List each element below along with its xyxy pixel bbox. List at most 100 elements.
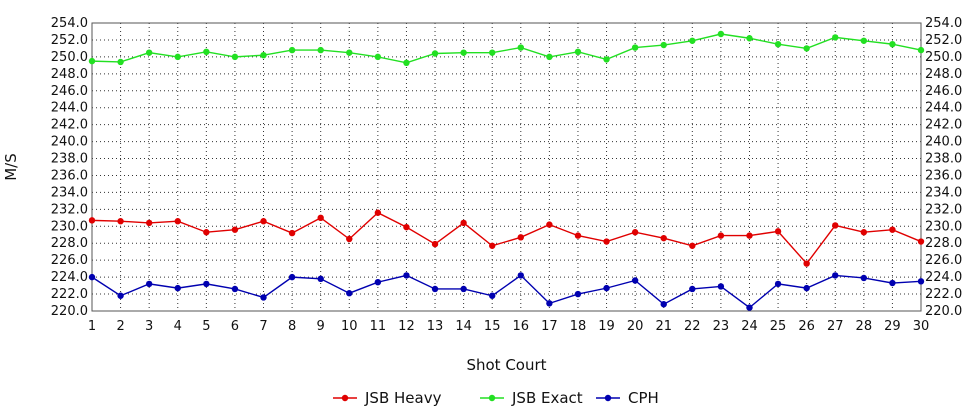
y-tick-label-left: 222.0 [51,287,88,302]
grid [91,22,922,312]
data-point [746,232,753,239]
data-point [860,274,868,282]
data-point [746,304,753,311]
data-point [431,285,439,293]
y-axis-title: M/S [2,153,20,181]
data-point [374,53,382,61]
data-point [88,217,96,224]
x-tick-label: 1 [88,319,96,334]
data-point [431,50,439,57]
data-point [574,48,582,55]
data-point [832,34,839,41]
data-point [746,35,753,42]
data-point [832,222,839,229]
data-point [288,229,296,237]
data-point [117,218,124,225]
data-point [689,285,696,293]
data-point [546,53,553,61]
data-point [546,221,553,228]
data-point [460,219,467,227]
y-tick-label-left: 234.0 [51,185,88,200]
data-point [689,242,696,249]
data-point [660,301,667,308]
y-tick-label-right: 250.0 [925,50,962,65]
y-tick-label-right: 240.0 [925,135,962,150]
data-point [917,238,925,245]
data-point [660,41,667,49]
x-tick-label: 4 [174,319,182,334]
data-point [860,37,868,44]
x-tick-label: 7 [259,319,267,334]
data-point [145,219,153,227]
y-tick-label-left: 228.0 [51,236,88,251]
x-tick-label: 5 [202,319,210,334]
data-point [574,290,582,298]
x-tick-label: 2 [116,319,124,334]
x-tick-label: 14 [455,319,472,334]
legend: JSB Heavy JSB Exact CPH [333,389,659,407]
data-point [317,46,324,54]
data-point [117,292,124,299]
x-tick-label: 8 [288,319,296,334]
y-tick-label-left: 252.0 [51,33,88,48]
data-point [288,273,296,281]
x-tick-label: 18 [570,319,587,334]
x-tick-label: 19 [598,319,615,334]
y-tick-label-left: 230.0 [51,219,88,234]
legend-label: CPH [628,389,659,407]
data-point [717,232,725,239]
data-point [832,272,839,279]
data-point [631,277,639,284]
data-point [174,53,181,61]
data-point [517,234,524,241]
data-point [346,290,353,297]
series [88,30,925,311]
x-tick-label: 9 [317,319,325,334]
y-tick-label-right: 222.0 [925,287,962,302]
x-tick-label: 11 [370,319,387,334]
x-tick-label: 13 [427,319,444,334]
data-point [403,223,410,231]
data-point [603,238,610,245]
data-point [260,294,267,301]
data-point [460,285,467,293]
y-axis-left: 220.0 222.0 224.0 226.0 228.0 230.0 232.0 234.0… [51,16,88,319]
data-point [631,44,639,51]
y-tick-label-right: 226.0 [925,253,962,268]
x-tick-label: 22 [684,319,701,334]
y-tick-label-left: 236.0 [51,168,88,183]
data-point [889,279,896,287]
y-tick-label-left: 254.0 [51,16,88,31]
data-point [517,44,524,51]
data-point [774,280,782,288]
legend-item: CPH [596,389,659,407]
data-point [288,46,296,54]
x-axis: 1 2 3 4 5 6 7 8 9 10 11 12 13 14 15 16 17 18 19 20 21 22 23 24 2… [88,319,929,334]
data-point [803,45,810,52]
series-jsb-exact [88,30,925,67]
series-line [91,211,922,265]
y-tick-label-right: 246.0 [925,84,962,99]
data-point [774,228,782,235]
y-tick-label-left: 232.0 [51,202,88,217]
data-point [317,275,324,283]
y-tick-label-left: 224.0 [51,270,88,285]
plot-frame [91,22,922,312]
x-tick-label: 20 [627,319,644,334]
y-tick-label-left: 240.0 [51,135,88,150]
x-tick-label: 27 [827,319,844,334]
data-point [574,232,582,239]
x-axis-title: Shot Court [466,356,546,374]
x-tick-label: 25 [770,319,787,334]
y-tick-label-right: 236.0 [925,168,962,183]
y-tick-label-right: 224.0 [925,270,962,285]
data-point [88,273,96,281]
data-point [717,283,725,290]
data-point [174,284,181,292]
y-tick-label-right: 238.0 [925,152,962,167]
x-tick-label: 3 [145,319,153,334]
data-point [346,235,353,243]
x-tick-label: 12 [398,319,415,334]
data-point [431,240,439,248]
